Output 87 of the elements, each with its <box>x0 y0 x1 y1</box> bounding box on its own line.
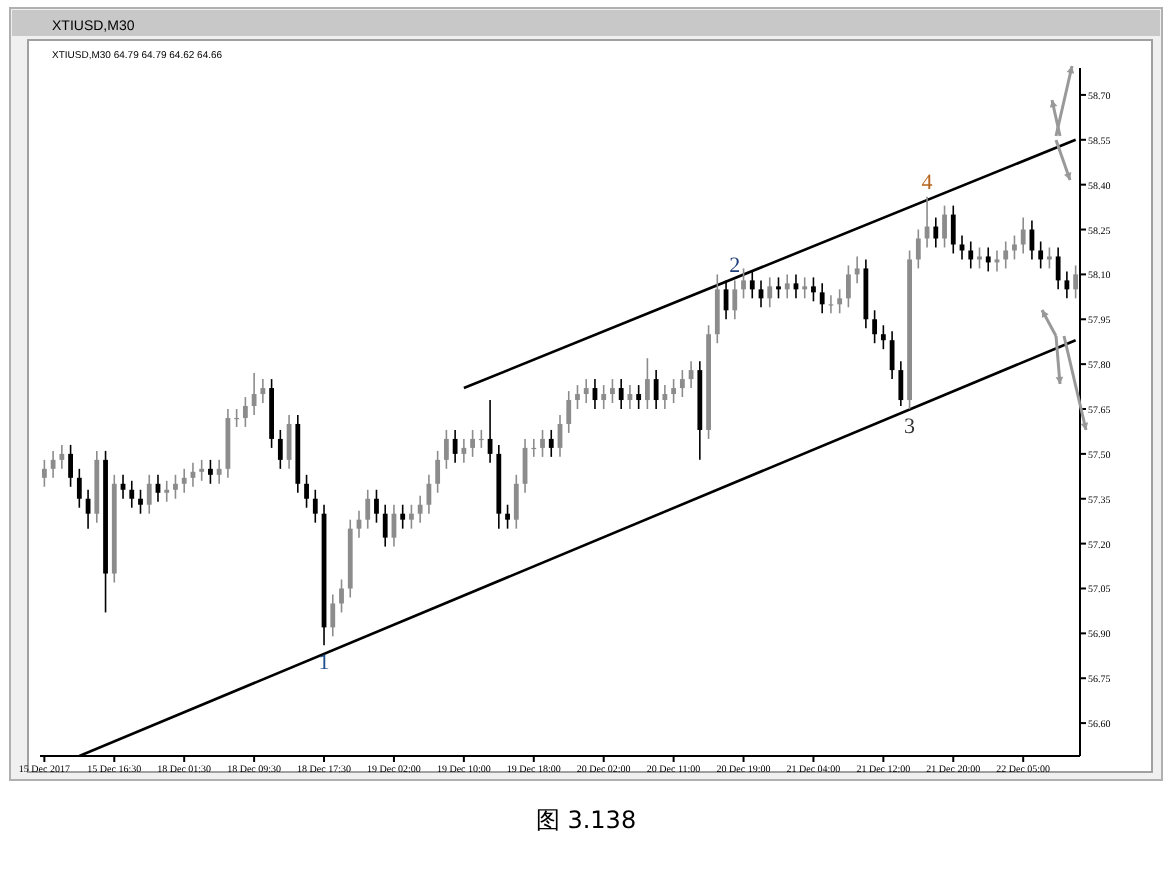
candlestick <box>181 468 187 494</box>
candlestick <box>942 204 947 249</box>
candlestick <box>802 276 808 300</box>
candlestick <box>610 378 615 404</box>
candlestick <box>68 444 73 488</box>
candlestick <box>1012 234 1017 261</box>
candlestick <box>950 204 956 255</box>
candlestick <box>662 384 668 410</box>
candlestick <box>1047 246 1052 270</box>
candlestick <box>513 474 519 530</box>
candlestick <box>339 578 344 614</box>
candlestick <box>732 279 738 321</box>
candlestick <box>1003 240 1009 270</box>
candlestick <box>1055 246 1061 291</box>
candlestick <box>644 357 650 410</box>
candlestick <box>933 216 939 249</box>
candlestick <box>714 273 720 344</box>
candlestick <box>41 459 47 488</box>
candlestick <box>540 429 545 458</box>
candlestick <box>76 468 82 509</box>
text: 2 <box>729 254 741 279</box>
candlestick <box>208 459 213 485</box>
candlestick <box>819 282 825 315</box>
candlestick <box>173 474 178 500</box>
candlestick <box>636 384 642 410</box>
candlestick <box>365 488 371 530</box>
candlestick <box>443 429 449 470</box>
candlestick <box>854 255 860 285</box>
candlestick <box>199 459 205 482</box>
candlestick <box>50 450 56 479</box>
candlestick <box>1038 240 1044 270</box>
candlestick <box>828 294 834 315</box>
candlestick <box>470 429 476 458</box>
candlestick <box>741 267 746 300</box>
candlestick <box>129 480 135 509</box>
candlestick <box>977 246 982 270</box>
candlestick <box>260 378 266 404</box>
text: 4 <box>921 170 933 195</box>
candlestick <box>1064 270 1070 300</box>
candlestick <box>811 276 816 303</box>
candlestick <box>59 444 65 470</box>
candlestick <box>915 228 921 270</box>
candlestick <box>216 459 222 485</box>
candlestick <box>548 429 554 458</box>
candlestick <box>164 480 170 503</box>
candlestick <box>146 474 152 515</box>
candlestick <box>374 488 379 524</box>
candlestick <box>417 494 423 524</box>
candlestick <box>452 429 458 464</box>
candlestick <box>968 240 974 270</box>
candlestick <box>409 503 414 530</box>
candlestick <box>575 384 580 410</box>
candlestick <box>566 390 572 434</box>
candlestick <box>304 474 309 509</box>
candlestick <box>898 360 904 407</box>
candlestick <box>138 488 143 515</box>
candlestick <box>749 270 755 300</box>
text: 1 <box>318 651 330 676</box>
candlestick <box>330 593 336 638</box>
candlestick <box>1073 264 1079 300</box>
candlestick <box>889 330 895 380</box>
candlestick <box>837 288 843 315</box>
candlestick <box>400 503 406 530</box>
candlestick <box>505 503 510 530</box>
text: 3 <box>904 415 916 440</box>
candlestick <box>784 273 790 300</box>
candlestick <box>435 450 441 494</box>
candlestick <box>767 276 773 309</box>
candlestick <box>251 372 257 416</box>
candlestick <box>880 324 886 350</box>
candlestick <box>985 246 991 273</box>
candlestick <box>277 429 283 470</box>
candlestick <box>1020 216 1026 255</box>
caption: 图 3.138 <box>535 806 637 834</box>
candlestick <box>679 369 685 398</box>
candlestick <box>242 396 248 428</box>
candlestick <box>618 378 624 410</box>
candlestick <box>312 488 318 524</box>
candlestick <box>653 369 659 410</box>
candlestick <box>846 264 851 309</box>
candlestick <box>671 378 677 404</box>
candlestick <box>601 384 607 410</box>
candlestick <box>872 309 878 344</box>
candlestick <box>583 378 589 404</box>
candlestick <box>382 503 388 548</box>
candlestick <box>776 276 781 300</box>
candlestick <box>461 438 467 464</box>
